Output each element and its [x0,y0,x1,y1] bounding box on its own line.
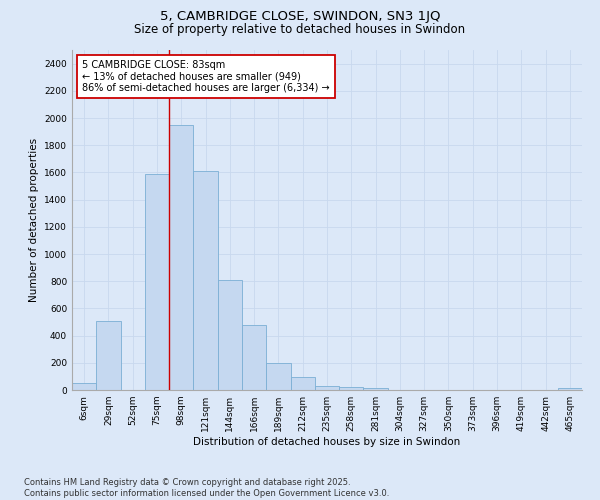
Bar [193,171,218,390]
Bar [218,280,242,390]
Bar [72,383,96,390]
Bar [558,388,582,390]
Text: 5, CAMBRIDGE CLOSE, SWINDON, SN3 1JQ: 5, CAMBRIDGE CLOSE, SWINDON, SN3 1JQ [160,10,440,23]
Bar [96,320,121,390]
Bar [169,125,193,390]
Bar [145,174,169,390]
Y-axis label: Number of detached properties: Number of detached properties [29,138,38,302]
Bar [266,364,290,390]
Bar [242,324,266,390]
Text: Contains HM Land Registry data © Crown copyright and database right 2025.
Contai: Contains HM Land Registry data © Crown c… [24,478,389,498]
Bar [315,386,339,390]
Bar [339,388,364,390]
Text: Size of property relative to detached houses in Swindon: Size of property relative to detached ho… [134,22,466,36]
Bar [290,377,315,390]
Text: 5 CAMBRIDGE CLOSE: 83sqm
← 13% of detached houses are smaller (949)
86% of semi-: 5 CAMBRIDGE CLOSE: 83sqm ← 13% of detach… [82,60,330,94]
X-axis label: Distribution of detached houses by size in Swindon: Distribution of detached houses by size … [193,437,461,447]
Bar [364,388,388,390]
